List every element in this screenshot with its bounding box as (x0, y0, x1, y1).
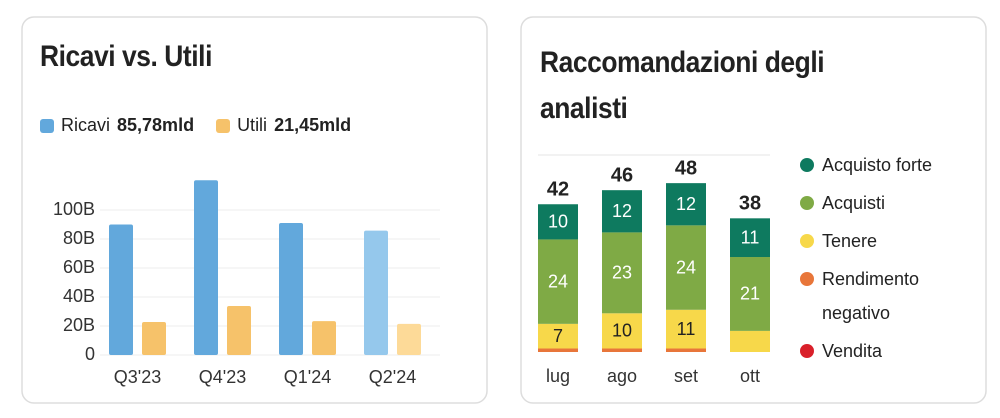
bar-segment (602, 348, 642, 352)
bar-segment (602, 232, 642, 314)
data-label: 24 (676, 257, 696, 277)
x-tick-label: set (674, 366, 698, 386)
chart-title: Raccomandazioni degli analisti (540, 46, 825, 125)
bar (227, 305, 251, 355)
data-label: 24 (548, 271, 568, 291)
legend-swatch (800, 196, 814, 210)
legend-label: Tenere (822, 231, 878, 251)
legend-swatch (800, 344, 814, 358)
bar-segment (666, 348, 706, 352)
y-tick-label: 40B (63, 286, 95, 306)
bar-segment (602, 313, 642, 349)
data-label: 11 (677, 319, 696, 339)
legend-value: 21,45mld (274, 115, 352, 135)
x-tick-label: Q3'23 (114, 367, 161, 387)
bar (279, 223, 303, 355)
bar-segment (538, 348, 578, 352)
data-label: 23 (612, 263, 632, 283)
x-tick-label: Q2'24 (369, 367, 416, 387)
data-label: 12 (612, 201, 632, 221)
chart-title: Ricavi vs. Utili (40, 40, 212, 73)
legend-item: Acquisti (800, 186, 985, 220)
total-label: 42 (547, 179, 569, 201)
data-label: 7 (553, 326, 563, 346)
bar-segment (666, 225, 706, 310)
bar-segment (538, 204, 578, 240)
total-label: 48 (675, 157, 697, 179)
data-label: 10 (612, 321, 632, 341)
x-tick-label: lug (546, 366, 570, 386)
legend-item: Tenere (800, 224, 985, 258)
y-tick-label: 0 (85, 344, 95, 364)
x-tick-label: Q1'24 (284, 367, 331, 387)
y-tick-label: 60B (63, 257, 95, 277)
legend-item: Utili 21,45mld (216, 115, 351, 136)
y-tick-label: 20B (63, 315, 95, 335)
legend-swatch (800, 272, 814, 286)
data-label: 21 (740, 284, 760, 304)
bar (397, 323, 421, 355)
legend-label: Rendimento negativo (822, 269, 920, 323)
bar-segment (538, 239, 578, 324)
bar-segment (602, 190, 642, 233)
bar-segment (666, 309, 706, 349)
legend-swatch (800, 158, 814, 172)
total-label: 38 (739, 193, 761, 215)
bar (312, 321, 336, 355)
legend-label: Ricavi (61, 115, 111, 135)
bar-segment (538, 323, 578, 349)
legend-label: Vendita (822, 341, 883, 361)
legend: Ricavi 85,78mld Utili 21,45mld (40, 115, 351, 136)
legend-swatch (216, 118, 231, 133)
legend-label: Acquisti (822, 193, 886, 213)
bar-segment (730, 330, 770, 352)
x-tick-label: ago (607, 366, 637, 386)
legend-label: Utili (237, 115, 268, 135)
legend-swatch (40, 118, 54, 133)
bar (142, 321, 166, 355)
bar-segment (730, 257, 770, 331)
bar-segment (730, 218, 770, 258)
total-label: 46 (611, 164, 633, 186)
legend-item: Acquisto forte (800, 148, 985, 182)
bar-segment (666, 183, 706, 226)
y-tick-label: 100B (53, 199, 95, 219)
legend-swatch (800, 234, 814, 248)
legend-value: 85,78mld (117, 115, 195, 135)
bar (194, 180, 218, 355)
data-label: 12 (676, 194, 696, 214)
legend-item: Vendita (800, 334, 985, 368)
x-tick-label: Q4'23 (199, 367, 246, 387)
data-label: 10 (548, 212, 568, 232)
data-label: 11 (741, 227, 760, 247)
bar (109, 224, 133, 355)
legend-item: Rendimento negativo (800, 262, 985, 330)
bar (364, 230, 388, 355)
legend: Acquisto forte Acquisti Tenere Rendimento n… (800, 148, 985, 372)
y-tick-label: 80B (63, 228, 95, 248)
legend-label: Acquisto forte (822, 155, 933, 175)
legend-item: Ricavi 85,78mld (40, 115, 194, 136)
x-tick-label: ott (740, 366, 760, 386)
